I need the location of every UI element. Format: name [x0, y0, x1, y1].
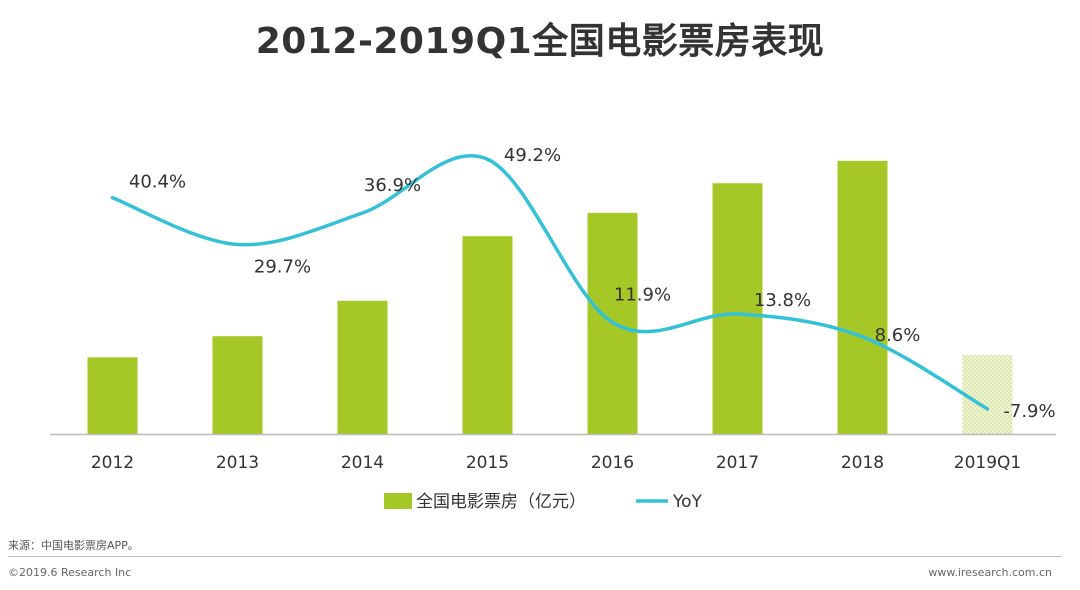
- yoy-label: 36.9%: [364, 175, 421, 196]
- footer-divider: [8, 556, 1062, 557]
- bar-2015: [462, 236, 513, 434]
- bar-2012: [87, 357, 138, 434]
- chart-canvas: 2012 2013 2014 2015 2016 2017 2018 2019Q1 40.4%…: [50, 145, 1056, 512]
- bar-series: [87, 160, 1013, 434]
- copyright: ©2019.6 Research Inc: [8, 566, 132, 579]
- website-url: www.iresearch.com.cn: [928, 566, 1052, 579]
- x-tick-label: 2014: [341, 453, 384, 473]
- bar-2014: [337, 300, 388, 434]
- x-tick-label: 2012: [91, 453, 134, 473]
- chart-title: 2012-2019Q1全国电影票房表现: [255, 21, 825, 62]
- x-axis-tick-labels: 2012 2013 2014 2015 2016 2017 2018 2019Q1: [91, 453, 1021, 473]
- bar-2019Q1: [962, 355, 1013, 434]
- x-tick-label: 2013: [216, 453, 259, 473]
- bar-2017: [712, 183, 763, 434]
- bar-2018: [837, 160, 888, 434]
- yoy-label: 8.6%: [875, 325, 921, 346]
- yoy-label: 13.8%: [754, 290, 811, 311]
- legend-line-label: YoY: [672, 492, 703, 512]
- source-note: 来源：中国电影票房APP。: [8, 539, 139, 552]
- yoy-data-labels: 40.4% 29.7% 36.9% 49.2% 11.9% 13.8% 8.6% -7.9%: [129, 145, 1056, 422]
- yoy-label: 49.2%: [504, 145, 561, 166]
- x-tick-label: 2016: [591, 453, 634, 473]
- yoy-label: -7.9%: [1003, 401, 1055, 422]
- x-tick-label: 2017: [716, 453, 759, 473]
- yoy-label: 40.4%: [129, 172, 186, 193]
- legend: 全国电影票房（亿元） YoY: [384, 492, 703, 512]
- legend-bar-label: 全国电影票房（亿元）: [416, 492, 586, 512]
- bar-2013: [212, 336, 263, 434]
- x-tick-label: 2015: [466, 453, 509, 473]
- x-tick-label: 2019Q1: [954, 453, 1021, 473]
- yoy-line: [110, 154, 990, 411]
- yoy-label: 29.7%: [254, 257, 311, 278]
- yoy-label: 11.9%: [614, 284, 671, 305]
- x-tick-label: 2018: [841, 453, 884, 473]
- legend-bar-swatch: [384, 493, 412, 509]
